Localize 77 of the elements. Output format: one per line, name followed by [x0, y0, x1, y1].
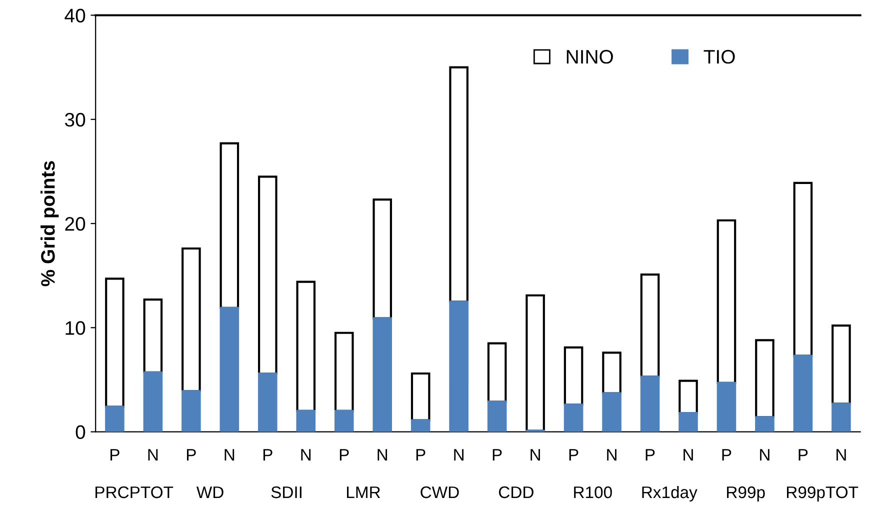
bar	[105, 278, 124, 408]
y-tick-label: 40	[64, 8, 86, 22]
x-tick-label: P	[722, 449, 732, 461]
bar	[334, 410, 354, 432]
x-tick-label: N	[378, 449, 388, 461]
text: LMR	[347, 486, 380, 498]
y-axis-title: % Grid points	[40, 161, 59, 286]
x-tick-label: P	[186, 449, 196, 461]
x-tick-label: N	[760, 449, 770, 461]
bar	[526, 294, 545, 432]
bar	[564, 404, 584, 432]
y-tick-label: 0	[76, 425, 86, 440]
bar	[564, 346, 584, 406]
x-tick-label: N	[224, 449, 234, 461]
bar	[296, 410, 316, 432]
text: CDD	[498, 486, 534, 498]
x-tick-label: N	[684, 449, 693, 461]
x-tick-label: P	[416, 449, 426, 461]
bar	[755, 339, 774, 418]
bar	[755, 416, 774, 432]
text: R99p	[727, 486, 765, 502]
bar	[449, 66, 468, 303]
text: SDII	[271, 486, 302, 498]
bar	[182, 247, 201, 392]
x-tick-label: P	[569, 449, 578, 461]
bar	[678, 412, 698, 432]
bar	[716, 382, 736, 432]
bar	[678, 380, 698, 414]
bar	[793, 182, 813, 357]
text: R99pTOT	[787, 486, 858, 502]
text: CWD	[420, 486, 459, 498]
x-tick-label: N	[301, 449, 311, 461]
bar	[487, 342, 507, 403]
bar	[258, 372, 278, 432]
bar	[410, 372, 430, 422]
bar	[143, 298, 163, 374]
bar	[372, 198, 392, 320]
x-tick-label: N	[148, 449, 158, 461]
text: Rx1day	[642, 486, 698, 502]
bar	[832, 402, 851, 432]
x-tick-label: P	[492, 449, 502, 461]
bar	[410, 419, 430, 432]
text: WD	[196, 486, 224, 498]
bar	[449, 300, 468, 432]
legend-label: TIO	[704, 50, 735, 64]
bar	[716, 219, 736, 384]
bar	[832, 324, 851, 405]
x-tick-label: N	[530, 449, 540, 461]
x-tick-label: N	[454, 449, 464, 461]
bar	[602, 392, 622, 432]
x-tick-label: P	[646, 449, 655, 461]
x-tick-label: N	[836, 449, 846, 461]
legend-label: NINO	[566, 50, 613, 64]
bar	[258, 176, 278, 375]
bar	[182, 390, 201, 432]
bar	[793, 354, 813, 432]
bar	[220, 142, 240, 309]
bar	[334, 332, 354, 412]
x-tick-label: P	[263, 449, 272, 461]
bar	[640, 376, 660, 432]
bar	[143, 371, 163, 432]
bar	[105, 406, 124, 432]
x-tick-label: P	[340, 449, 349, 461]
bar	[296, 280, 316, 412]
text: R100	[574, 486, 612, 498]
x-tick-label: N	[607, 449, 616, 461]
y-tick-label: 20	[65, 216, 86, 231]
y-tick-label: 30	[64, 112, 86, 127]
bar	[220, 306, 240, 432]
bar	[487, 400, 507, 432]
text: PRCPTOT	[96, 486, 174, 498]
bar	[640, 274, 660, 378]
bar	[372, 317, 392, 432]
y-tick-label: 10	[66, 321, 86, 335]
bar	[602, 352, 622, 394]
x-tick-label: P	[798, 449, 808, 461]
x-tick-label: P	[110, 449, 120, 461]
